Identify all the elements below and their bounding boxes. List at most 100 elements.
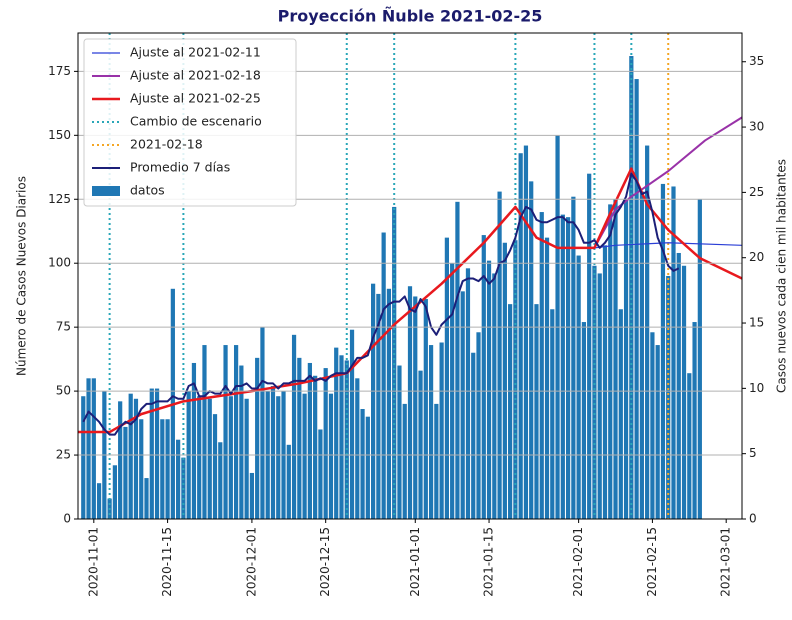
bar (608, 204, 613, 519)
bar (202, 345, 207, 519)
y2-tick-label: 10 (749, 381, 764, 395)
bar (544, 237, 550, 519)
bar (402, 403, 407, 519)
legend-label: datos (130, 183, 165, 198)
bar (96, 483, 102, 519)
x-tick-label: 2021-01-15 (482, 527, 496, 597)
bar (534, 304, 539, 519)
bar (565, 217, 571, 519)
line (82, 172, 680, 436)
legend-label: Ajuste al 2021-02-11 (130, 45, 261, 60)
x-tick-label: 2021-01-01 (408, 527, 422, 597)
legend-box (83, 38, 297, 207)
bar (471, 352, 476, 519)
bar (176, 439, 181, 519)
plot-frame (77, 32, 743, 520)
bar (339, 355, 344, 519)
bar (618, 309, 623, 519)
bar (128, 393, 133, 519)
bar (318, 429, 323, 519)
bar (307, 362, 312, 519)
y-tick-label: 0 (63, 512, 71, 526)
bar (139, 419, 144, 519)
y2-tick-label: 30 (749, 120, 764, 134)
bar (144, 478, 149, 519)
bar (634, 79, 639, 519)
bar (313, 375, 318, 519)
legend-label: Cambio de escenario (130, 114, 262, 129)
bar (602, 245, 608, 519)
x-tick-label: 2021-02-01 (571, 527, 585, 597)
bar (291, 334, 297, 519)
bar (376, 293, 381, 519)
y2-tick-label: 15 (749, 316, 764, 330)
bar (645, 145, 650, 519)
bar (407, 286, 413, 519)
bar (160, 419, 165, 519)
bar (260, 327, 265, 519)
bar (270, 385, 276, 519)
bar (550, 309, 555, 519)
y-tick-label: 75 (56, 320, 71, 334)
bar (223, 345, 228, 519)
bar (365, 416, 370, 519)
x-tick-label: 2021-02-15 (645, 527, 659, 597)
bar (149, 388, 154, 519)
bar (123, 426, 128, 519)
bar (529, 181, 534, 519)
bar (660, 183, 666, 519)
legend-label: Ajuste al 2021-02-18 (130, 68, 261, 83)
bar (697, 199, 702, 519)
bar (465, 268, 471, 519)
bar (692, 322, 697, 519)
y2-tick-label: 35 (749, 54, 764, 68)
y2-tick-label: 25 (749, 185, 764, 199)
bar (197, 396, 202, 519)
x-tick-label: 2020-12-15 (318, 527, 332, 597)
bar (497, 191, 502, 519)
bar (587, 173, 592, 519)
bar (207, 398, 212, 519)
bar (439, 342, 444, 519)
plot-area (78, 33, 742, 519)
bar (286, 444, 291, 519)
bar (413, 296, 418, 519)
bar (423, 299, 428, 519)
bar (302, 393, 307, 519)
bar (666, 276, 671, 519)
bar (81, 396, 86, 519)
bar (112, 465, 117, 519)
bar (255, 357, 260, 519)
bar (671, 186, 676, 519)
y-tick-label: 50 (56, 384, 71, 398)
bar (228, 396, 233, 519)
bar (460, 291, 465, 519)
y-axis-label: Número de Casos Nuevos Diarios (15, 176, 29, 376)
bar (297, 357, 302, 519)
bar (133, 398, 139, 519)
bar (650, 332, 655, 519)
bar (392, 206, 397, 519)
bar (249, 472, 255, 519)
bar (355, 378, 360, 519)
bar (397, 365, 402, 519)
bar (233, 345, 239, 519)
bar (244, 398, 249, 519)
bar (571, 196, 576, 519)
legend-swatch (92, 186, 120, 196)
bar (444, 237, 449, 519)
bar (218, 442, 223, 519)
bar (560, 214, 565, 519)
bar (476, 332, 481, 519)
bar (328, 393, 334, 519)
bar (481, 235, 486, 519)
y2-tick-label: 0 (749, 512, 757, 526)
bar (386, 288, 392, 519)
x-tick-label: 2021-03-01 (719, 527, 733, 597)
bar (276, 396, 281, 519)
bar (418, 370, 423, 519)
bar (165, 419, 170, 519)
x-tick-label: 2020-11-15 (160, 527, 174, 597)
y-tick-label: 175 (48, 64, 71, 78)
bar (191, 362, 197, 519)
